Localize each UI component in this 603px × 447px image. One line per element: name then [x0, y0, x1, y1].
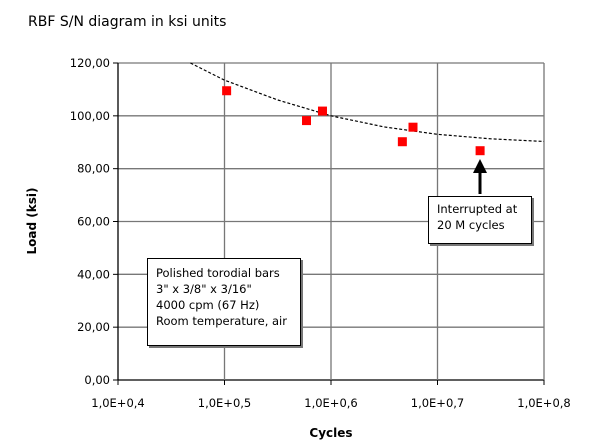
annotation-line: 20 M cycles — [437, 218, 505, 232]
annotation-arrow-head — [473, 159, 487, 173]
data-point — [317, 106, 327, 116]
chart-title: RBF S/N diagram in ksi units — [28, 14, 227, 30]
interrupted-annotation: Interrupted at 20 M cycles — [428, 196, 532, 244]
y-axis-label: Load (ksi) — [25, 188, 39, 255]
x-tick-label: 1,0E+0,8 — [517, 396, 570, 410]
y-tick-label: 60,00 — [77, 215, 110, 229]
x-tick-label: 1,0E+0,5 — [198, 396, 251, 410]
y-tick-label: 120,00 — [70, 56, 110, 70]
annotation-line: Polished torodial bars — [156, 266, 280, 280]
annotation-line: 3" x 3/8" x 3/16" — [156, 282, 252, 296]
data-point — [302, 116, 312, 126]
data-point — [475, 146, 485, 156]
y-tick-label: 80,00 — [77, 162, 110, 176]
y-tick-label: 40,00 — [77, 267, 110, 281]
annotation-line: Room temperature, air — [156, 314, 287, 328]
data-point — [397, 137, 407, 147]
trend-line — [190, 62, 545, 143]
data-point — [222, 86, 232, 96]
x-tick-label: 1,0E+0,7 — [411, 396, 464, 410]
conditions-annotation: Polished torodial bars 3" x 3/8" x 3/16"… — [147, 258, 301, 346]
data-point — [408, 122, 418, 132]
x-tick-label: 1,0E+0,6 — [304, 396, 357, 410]
y-tick-label: 100,00 — [70, 109, 110, 123]
y-tick-label: 20,00 — [77, 320, 110, 334]
y-tick-label: 0,00 — [84, 373, 110, 387]
x-tick-label: 1,0E+0,4 — [91, 396, 144, 410]
annotation-line: 4000 cpm (67 Hz) — [156, 298, 260, 312]
x-axis-label: Cycles — [309, 426, 352, 440]
annotation-line: Interrupted at — [437, 202, 518, 216]
